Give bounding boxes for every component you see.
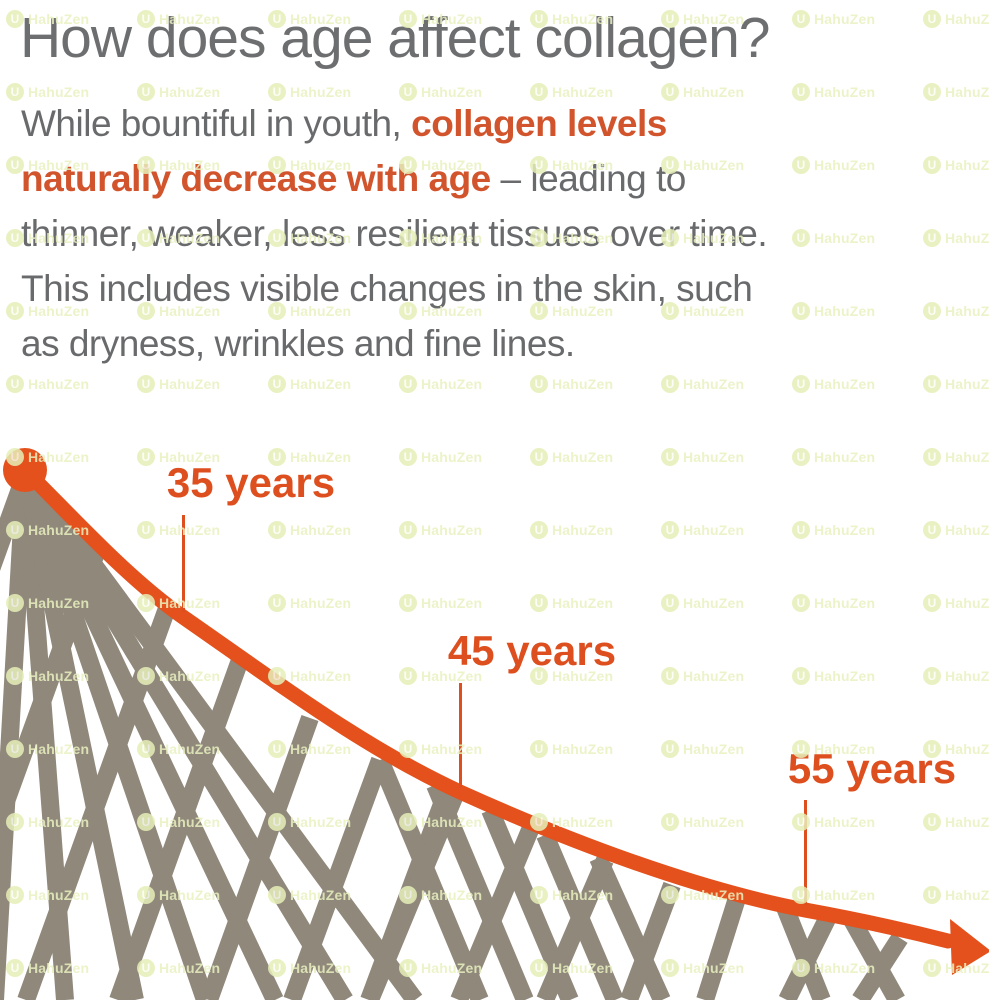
intro-paragraph: While bountiful in youth, collagen level… — [21, 96, 768, 371]
collagen-strand — [109, 656, 249, 1000]
watermark-logo-icon: U — [268, 375, 286, 393]
watermark-text: HahuZen — [945, 84, 989, 100]
watermark-text: HahuZen — [814, 84, 876, 100]
collagen-decline-chart — [0, 430, 989, 1000]
collagen-strand — [852, 933, 908, 1000]
watermark-logo-icon: U — [792, 10, 810, 28]
accent-text: naturally decrease with age — [21, 158, 491, 199]
watermark-logo-icon: U — [923, 229, 941, 247]
collagen-strand — [0, 471, 34, 1000]
arrowhead-icon — [950, 919, 989, 975]
watermark-logo-icon: U — [661, 375, 679, 393]
collagen-strand — [200, 714, 319, 1000]
collagen-fiber-lattice — [0, 470, 908, 1000]
curve-start-dot — [3, 448, 47, 492]
paragraph-line: naturally decrease with age – leading to — [21, 151, 767, 206]
collagen-strand — [589, 854, 671, 1000]
collagen-strand — [17, 470, 353, 1000]
paragraph-line: as dryness, wrinkles and fine lines. — [21, 316, 767, 371]
watermark-logo-icon: U — [923, 10, 941, 28]
watermark-text: HahuZen — [814, 157, 876, 173]
watermark-text: HahuZen — [945, 230, 989, 246]
paragraph-line: This includes visible changes in the ski… — [21, 261, 767, 316]
watermark-text: HahuZen — [28, 376, 90, 392]
body-text: This includes visible changes in the ski… — [21, 268, 753, 309]
collagen-strand — [844, 915, 905, 1000]
watermark-logo-icon: U — [6, 375, 24, 393]
decline-curve-graphic — [0, 448, 989, 1000]
watermark-text: HahuZen — [290, 376, 352, 392]
collagen-strand — [283, 756, 389, 1000]
watermark-logo-icon: U — [923, 375, 941, 393]
body-text: – leading to — [490, 158, 687, 199]
collagen-strand — [16, 470, 144, 1000]
watermark-text: HahuZen — [552, 376, 614, 392]
watermark-logo-icon: U — [530, 375, 548, 393]
watermark-logo-icon: U — [923, 156, 941, 174]
accent-text: collagen levels — [411, 103, 667, 144]
body-text: thinner, weaker, less resilient tissues … — [21, 213, 768, 254]
watermark-logo-icon: U — [137, 375, 155, 393]
collagen-strand — [371, 756, 489, 1000]
watermark-logo-icon: U — [792, 375, 810, 393]
collagen-strand — [620, 881, 681, 1000]
paragraph-line: While bountiful in youth, collagen level… — [21, 96, 767, 151]
watermark-logo-icon: U — [792, 156, 810, 174]
watermark-logo-icon: U — [792, 302, 810, 320]
watermark-text: HahuZen — [945, 11, 989, 27]
collagen-strand — [17, 596, 179, 1000]
watermark-logo-icon: U — [399, 375, 417, 393]
watermark-text: HahuZen — [945, 376, 989, 392]
watermark-text: HahuZen — [814, 303, 876, 319]
watermark-text: HahuZen — [683, 376, 745, 392]
watermark-text: HahuZen — [421, 376, 483, 392]
watermark-logo-icon: U — [792, 229, 810, 247]
watermark-text: HahuZen — [945, 157, 989, 173]
watermark-text: HahuZen — [159, 376, 221, 392]
watermark-logo-icon: U — [923, 83, 941, 101]
paragraph-line: thinner, weaker, less resilient tissues … — [21, 206, 768, 261]
watermark-text: HahuZen — [814, 11, 876, 27]
body-text: as dryness, wrinkles and fine lines. — [21, 323, 575, 364]
watermark-text: HahuZen — [814, 230, 876, 246]
watermark-logo-icon: U — [923, 302, 941, 320]
watermark-text: HahuZen — [814, 376, 876, 392]
body-text: While bountiful in youth, — [21, 103, 412, 144]
collagen-strand — [0, 538, 109, 1000]
collagen-strand — [778, 909, 839, 1000]
page-title: How does age affect collagen? — [20, 6, 770, 70]
decline-curve — [17, 462, 956, 949]
watermark-logo-icon: U — [792, 83, 810, 101]
collagen-strand — [696, 892, 747, 1000]
collagen-strand — [450, 826, 539, 1000]
watermark-text: HahuZen — [945, 303, 989, 319]
collagen-strand — [536, 856, 614, 1000]
